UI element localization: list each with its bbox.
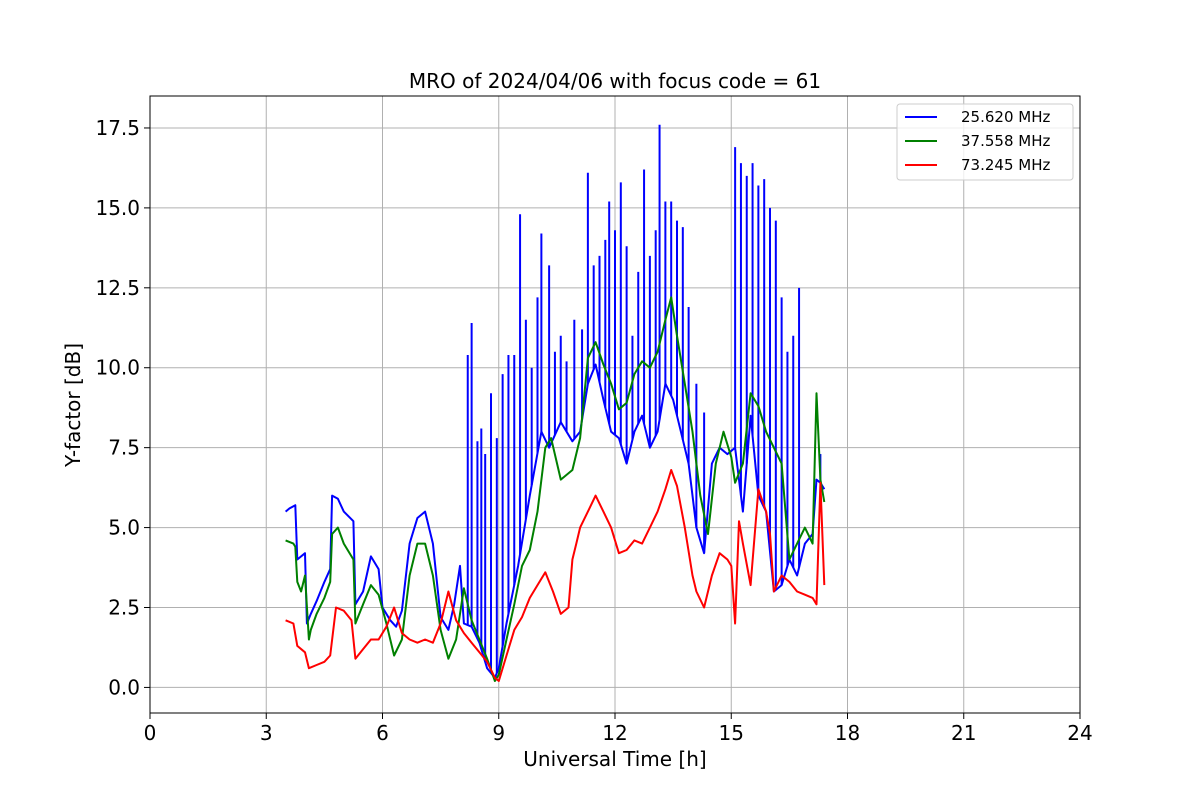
y-axis-label: Y-factor [dB] bbox=[61, 343, 85, 468]
y-tick-label: 2.5 bbox=[108, 596, 140, 620]
x-tick-label: 9 bbox=[492, 721, 505, 745]
legend-label: 37.558 MHz bbox=[961, 132, 1050, 150]
x-tick-label: 6 bbox=[376, 721, 389, 745]
y-tick-label: 5.0 bbox=[108, 516, 140, 540]
chart-title: MRO of 2024/04/06 with focus code = 61 bbox=[409, 69, 821, 93]
x-axis-label: Universal Time [h] bbox=[523, 747, 706, 771]
y-tick-label: 17.5 bbox=[95, 116, 140, 140]
y-tick-label: 15.0 bbox=[95, 196, 140, 220]
series-2 bbox=[285, 296, 826, 682]
series-3 bbox=[285, 469, 826, 682]
y-tick-label: 10.0 bbox=[95, 356, 140, 380]
x-axis-ticks: 0 3 6 9 12 15 18 21 24 bbox=[144, 713, 1093, 745]
series-line bbox=[284, 363, 826, 679]
legend-label: 25.620 MHz bbox=[961, 108, 1050, 126]
series-line bbox=[285, 296, 826, 682]
series-line bbox=[285, 469, 826, 682]
legend-label: 73.245 MHz bbox=[961, 156, 1050, 174]
series-layer bbox=[284, 124, 826, 682]
y-tick-label: 7.5 bbox=[108, 436, 140, 460]
x-tick-label: 3 bbox=[260, 721, 273, 745]
x-tick-label: 24 bbox=[1067, 721, 1092, 745]
series-1 bbox=[284, 124, 826, 679]
y-tick-label: 0.0 bbox=[108, 675, 140, 699]
x-tick-label: 0 bbox=[144, 721, 157, 745]
x-tick-label: 18 bbox=[835, 721, 860, 745]
legend-box bbox=[896, 103, 1074, 181]
y-axis-ticks: 0.0 2.5 5.0 7.5 10.0 12.5 15.0 17.5 bbox=[95, 116, 150, 699]
y-tick-label: 12.5 bbox=[95, 276, 140, 300]
x-tick-label: 15 bbox=[719, 721, 744, 745]
x-tick-label: 21 bbox=[951, 721, 976, 745]
x-tick-label: 12 bbox=[602, 721, 627, 745]
legend: 25.620 MHz 37.558 MHz 73.245 MHz bbox=[896, 103, 1074, 181]
